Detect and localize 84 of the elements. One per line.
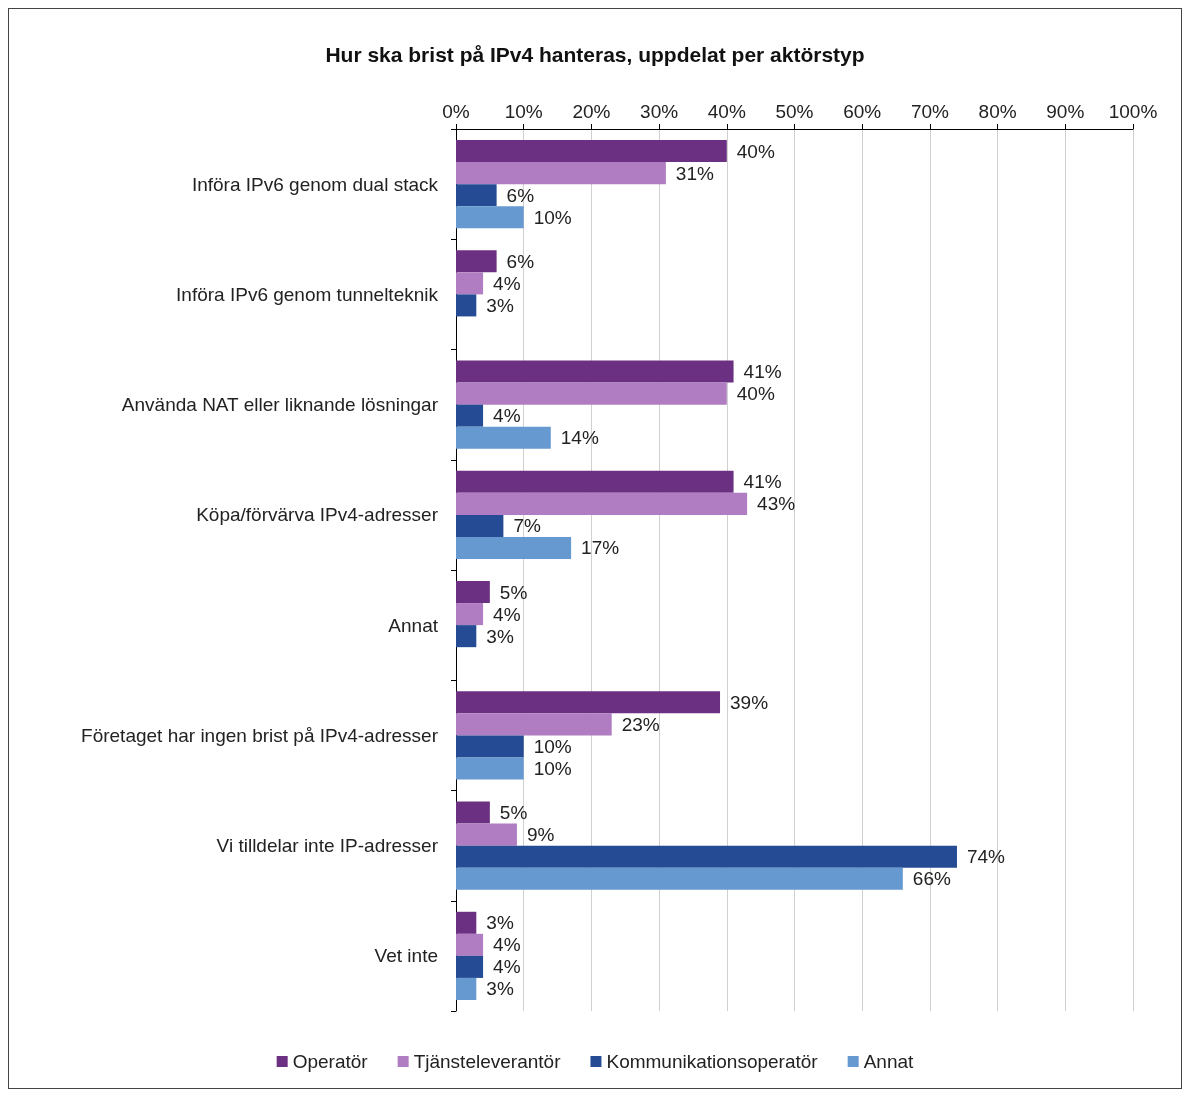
legend-label: Operatör	[292, 1051, 369, 1072]
y-tick-label: Köpa/förvärva IPv4-adresser	[196, 504, 439, 526]
data-label: 3%	[486, 912, 514, 934]
data-label: 4%	[493, 272, 521, 294]
y-tick-label: Vi tilldelar inte IP-adresser	[216, 835, 439, 857]
y-tick-label: Införa IPv6 genom tunnelteknik	[176, 283, 439, 305]
data-label: 3%	[486, 625, 514, 647]
data-label: 5%	[499, 802, 528, 824]
bar	[456, 404, 484, 427]
bar	[456, 977, 477, 1000]
data-label: 39%	[730, 691, 769, 713]
bar	[456, 823, 517, 846]
legend-label: Kommunikationsoperatör	[606, 1051, 819, 1072]
bar	[456, 536, 572, 559]
bar	[456, 603, 484, 626]
data-label: 4%	[493, 603, 521, 625]
data-label: 41%	[743, 361, 782, 383]
bar	[456, 426, 551, 449]
x-tick-label: 80%	[978, 101, 1017, 122]
bar	[456, 581, 490, 604]
data-label: 3%	[486, 978, 514, 1000]
data-label: 10%	[533, 757, 572, 779]
y-tick-label: Företaget har ingen brist på IPv4-adresser	[81, 724, 439, 746]
data-label: 40%	[736, 383, 775, 405]
data-label: 3%	[486, 294, 514, 316]
bar	[456, 911, 477, 934]
data-label: 9%	[526, 824, 555, 846]
x-tick-label: 100%	[1108, 101, 1158, 122]
data-label: 10%	[533, 735, 572, 757]
data-label: 43%	[757, 493, 796, 515]
data-label: 41%	[743, 471, 782, 493]
data-label: 4%	[493, 956, 521, 978]
x-tick-label: 10%	[504, 101, 543, 122]
bar	[456, 140, 727, 163]
bar	[456, 382, 727, 405]
data-label: 66%	[912, 868, 951, 890]
data-label: 7%	[513, 515, 541, 537]
bar	[456, 360, 734, 383]
bar	[456, 206, 524, 229]
bar	[456, 514, 504, 537]
data-label: 6%	[506, 250, 535, 272]
bar	[456, 801, 490, 824]
bar	[456, 757, 524, 780]
bar	[456, 492, 748, 515]
y-tick-label: Använda NAT eller liknande lösningar	[121, 394, 439, 416]
legend-label: Tjänsteleverantör	[413, 1051, 562, 1072]
bar	[456, 184, 497, 207]
bar	[456, 867, 903, 890]
x-tick-label: 70%	[910, 101, 950, 122]
data-label: 4%	[493, 405, 521, 427]
bar	[456, 272, 484, 295]
x-tick-label: 40%	[707, 101, 746, 122]
x-tick-label: 30%	[640, 101, 679, 122]
data-label: 17%	[581, 537, 620, 559]
bar	[456, 735, 524, 758]
bar	[456, 845, 957, 868]
data-label: 6%	[506, 184, 535, 206]
x-tick-label: 90%	[1046, 101, 1085, 122]
y-tick-label: Vet inte	[374, 945, 438, 967]
y-tick-label: Införa IPv6 genom dual stack	[191, 173, 439, 195]
bar	[456, 713, 612, 736]
data-label: 14%	[560, 427, 599, 449]
bar	[456, 625, 477, 648]
x-tick-label: 60%	[843, 101, 882, 122]
legend-label: Annat	[863, 1051, 915, 1072]
bar	[456, 691, 721, 714]
data-label: 4%	[493, 934, 521, 956]
bar	[456, 955, 484, 978]
data-label: 23%	[621, 713, 660, 735]
x-tick-label: 50%	[775, 101, 814, 122]
x-tick-label: 20%	[572, 101, 611, 122]
data-label: 40%	[736, 140, 775, 162]
data-label: 5%	[499, 581, 528, 603]
data-label: 10%	[533, 206, 572, 228]
chart-title: Hur ska brist på IPv4 hanteras, uppdelat per aktörstyp	[325, 43, 865, 66]
y-tick-label: Annat	[388, 614, 439, 636]
x-tick-label: 0%	[442, 101, 470, 122]
bar	[456, 933, 484, 956]
data-label: 31%	[675, 162, 714, 184]
data-label: 74%	[966, 846, 1006, 868]
bar	[456, 250, 497, 273]
bar	[456, 162, 666, 185]
bar	[456, 470, 734, 493]
bar	[456, 294, 477, 317]
